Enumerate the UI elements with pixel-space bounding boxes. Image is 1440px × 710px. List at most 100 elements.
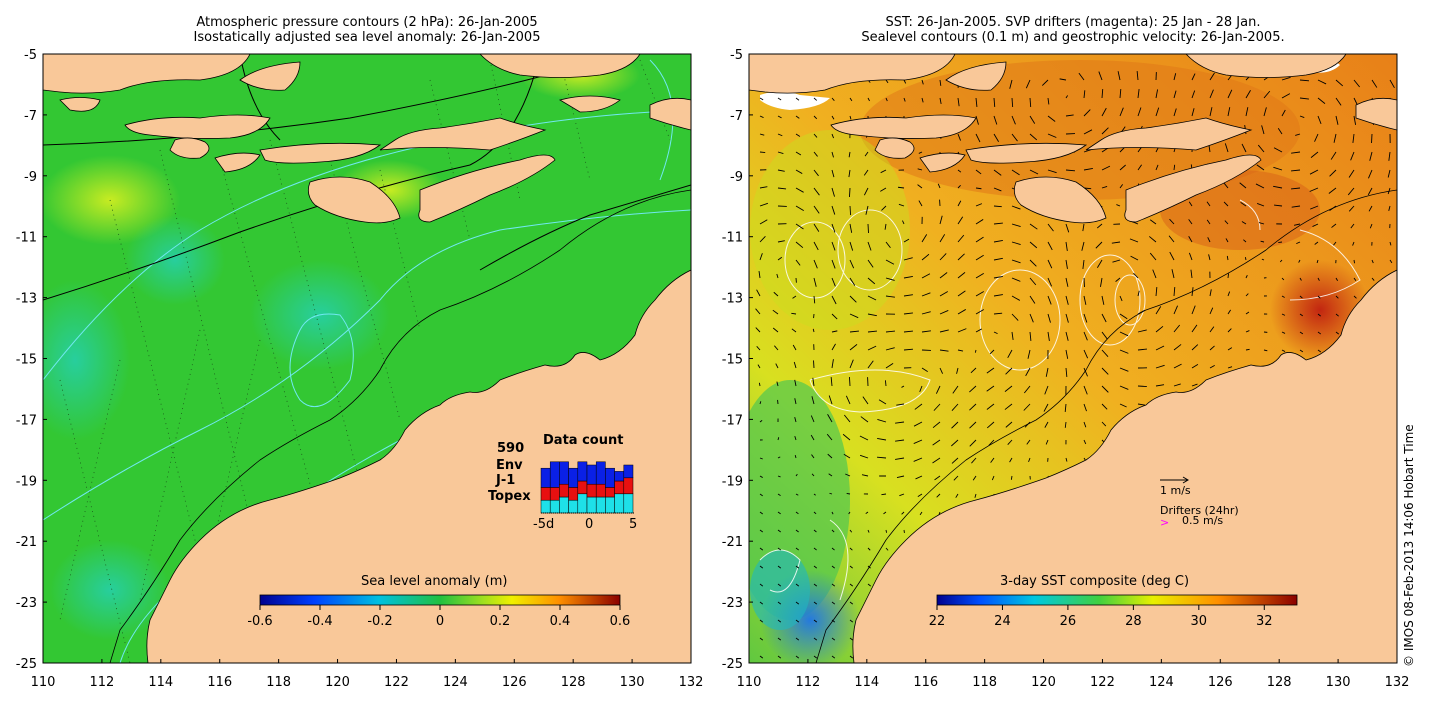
velocity-scale-label: 1 m/s [1160, 484, 1191, 497]
right-lat-tick-label: -9 [730, 170, 743, 185]
left-title-line2: Isostatically adjusted sea level anomaly… [193, 30, 541, 45]
inset-bar-j1 [559, 483, 569, 498]
left-map-panel: Data count 590 Env J-1 Topex -5d 0 5 [43, 54, 691, 663]
inset-bar-j1 [614, 480, 625, 495]
left-lat-tick-label: -19 [16, 474, 37, 489]
sst-colorbar: 3-day SST composite (deg C) 22 24 26 28 30 32 [929, 574, 1298, 629]
sla-colorbar-tick-label: 0.4 [550, 614, 571, 629]
right-map-panel: 1 m/s Drifters (24hr) > 0.5 m/s [749, 54, 1397, 663]
left-cyan-anomaly [125, 215, 225, 305]
left-cyan-anomaly [50, 540, 170, 640]
indonesian-islands-left [43, 54, 691, 224]
right-lat-tick-label: -21 [722, 535, 743, 550]
left-lon-tick-label: 122 [384, 675, 409, 690]
pressure-contours-left [43, 54, 691, 301]
left-lat-tick-label: -5 [24, 48, 37, 63]
drifter-legend-symbol: > [1160, 516, 1169, 529]
sst-warm-patch [860, 60, 1300, 200]
inset-bar-env [623, 464, 634, 479]
left-lon-tick-label: 126 [502, 675, 527, 690]
inset-bar-topex [595, 496, 606, 514]
left-lon-tick-label: 124 [443, 675, 468, 690]
legend-env: Env [496, 458, 523, 473]
inset-bar-topex [540, 499, 551, 514]
inset-bar-j1 [549, 487, 560, 501]
continental-shelf-left [109, 189, 691, 663]
imos-credit: © IMOS 08-Feb-2013 14:06 Hobart Time [1402, 424, 1416, 667]
left-yellow-anomaly [43, 155, 180, 245]
altimeter-tracks [59, 59, 671, 663]
right-lon-tick-label: 118 [972, 675, 997, 690]
right-lon-tick-label: 114 [854, 675, 879, 690]
sst-colorbar-title: 3-day SST composite (deg C) [1000, 574, 1189, 589]
right-lon-tick-label: 132 [1385, 675, 1410, 690]
inset-bar-j1 [568, 487, 579, 501]
left-lat-tick-label: -7 [24, 109, 37, 124]
right-lat-tick-label: -7 [730, 109, 743, 124]
left-title-line1: Atmospheric pressure contours (2 hPa): 2… [196, 15, 538, 30]
right-lon-tick-label: 116 [913, 675, 938, 690]
inset-bar-topex [614, 493, 625, 514]
inset-bar-env [605, 467, 615, 488]
left-lon-tick-label: 130 [620, 675, 645, 690]
left-lat-tick-label: -11 [16, 231, 37, 246]
sst-colorbar-tick-label: 28 [1125, 614, 1142, 629]
sst-cool-patch [750, 550, 810, 630]
inset-bar-env [614, 471, 625, 482]
left-lon-tick-label: 128 [561, 675, 586, 690]
left-lon-tick-label: 116 [207, 675, 232, 690]
inset-bar-j1 [586, 483, 597, 498]
right-title-line2: Sealevel contours (0.1 m) and geostrophi… [861, 30, 1285, 45]
left-lat-tick-label: -21 [16, 535, 37, 550]
left-lat-tick-label: -23 [16, 596, 37, 611]
indonesian-islands-right [749, 54, 1397, 224]
right-map-title: SST: 26-Jan-2005. SVP drifters (magenta)… [749, 15, 1397, 45]
right-lon-tick-label: 120 [1031, 675, 1056, 690]
right-lat-tick-label: -17 [722, 413, 743, 428]
left-lat-tick-label: -9 [24, 170, 37, 185]
right-lon-tick-label: 130 [1326, 675, 1351, 690]
sst-colorbar-tick-label: 22 [929, 614, 946, 629]
inset-bar-topex [559, 496, 569, 514]
right-lon-tick-label: 124 [1149, 675, 1174, 690]
left-lat-tick-label: -15 [16, 353, 37, 368]
left-lon-tick-label: 110 [31, 675, 56, 690]
sst-colorbar-tick-label: 30 [1191, 614, 1208, 629]
sst-colorbar-tick-label: 26 [1060, 614, 1077, 629]
data-count-inset: Data count 590 Env J-1 Topex -5d 0 5 [488, 433, 637, 532]
right-lon-tick-label: 110 [737, 675, 762, 690]
inset-bar-j1 [577, 480, 588, 495]
inset-bar-env [559, 461, 569, 485]
sst-colorbar-tick-label: 32 [1256, 614, 1273, 629]
inset-bar-topex [605, 496, 615, 514]
right-lat-tick-label: -13 [722, 292, 743, 307]
inset-bar-topex [549, 499, 560, 514]
left-lat-tick-label: -13 [16, 292, 37, 307]
inset-xtick-min: -5d [533, 517, 554, 532]
right-lat-tick-label: -25 [722, 657, 743, 672]
right-map-axes: -5 -7 -9 -11 -13 -15 -17 -19 -21 -23 -25 110 112 114 1… [722, 48, 1410, 690]
legend-j1: J-1 [495, 473, 515, 488]
inset-bar-j1 [605, 487, 615, 498]
sla-colorbar-tick-label: 0.2 [490, 614, 511, 629]
inset-bar-env [577, 461, 588, 482]
left-lat-tick-label: -25 [16, 657, 37, 672]
right-lat-tick-label: -23 [722, 596, 743, 611]
inset-count: 590 [497, 441, 524, 456]
inset-bars [540, 461, 634, 514]
left-lon-tick-label: 120 [325, 675, 350, 690]
inset-bar-topex [586, 496, 597, 514]
sst-colorbar-tick-label: 24 [994, 614, 1011, 629]
right-lat-tick-label: -5 [730, 48, 743, 63]
inset-bar-topex [568, 499, 579, 514]
velocity-legend: 1 m/s Drifters (24hr) > 0.5 m/s [1160, 476, 1239, 529]
left-map-axes: -5 -7 -9 -11 -13 -15 -17 -19 -21 -23 -25 110 112 114 1… [16, 48, 704, 690]
sla-colorbar-tick-label: 0 [436, 614, 444, 629]
inset-xtick-max: 5 [629, 517, 637, 532]
sla-colorbar-tick-label: -0.6 [247, 614, 272, 629]
legend-topex: Topex [488, 489, 531, 504]
right-lat-tick-label: -19 [722, 474, 743, 489]
left-lon-tick-label: 118 [266, 675, 291, 690]
inset-bar-topex [577, 493, 588, 514]
